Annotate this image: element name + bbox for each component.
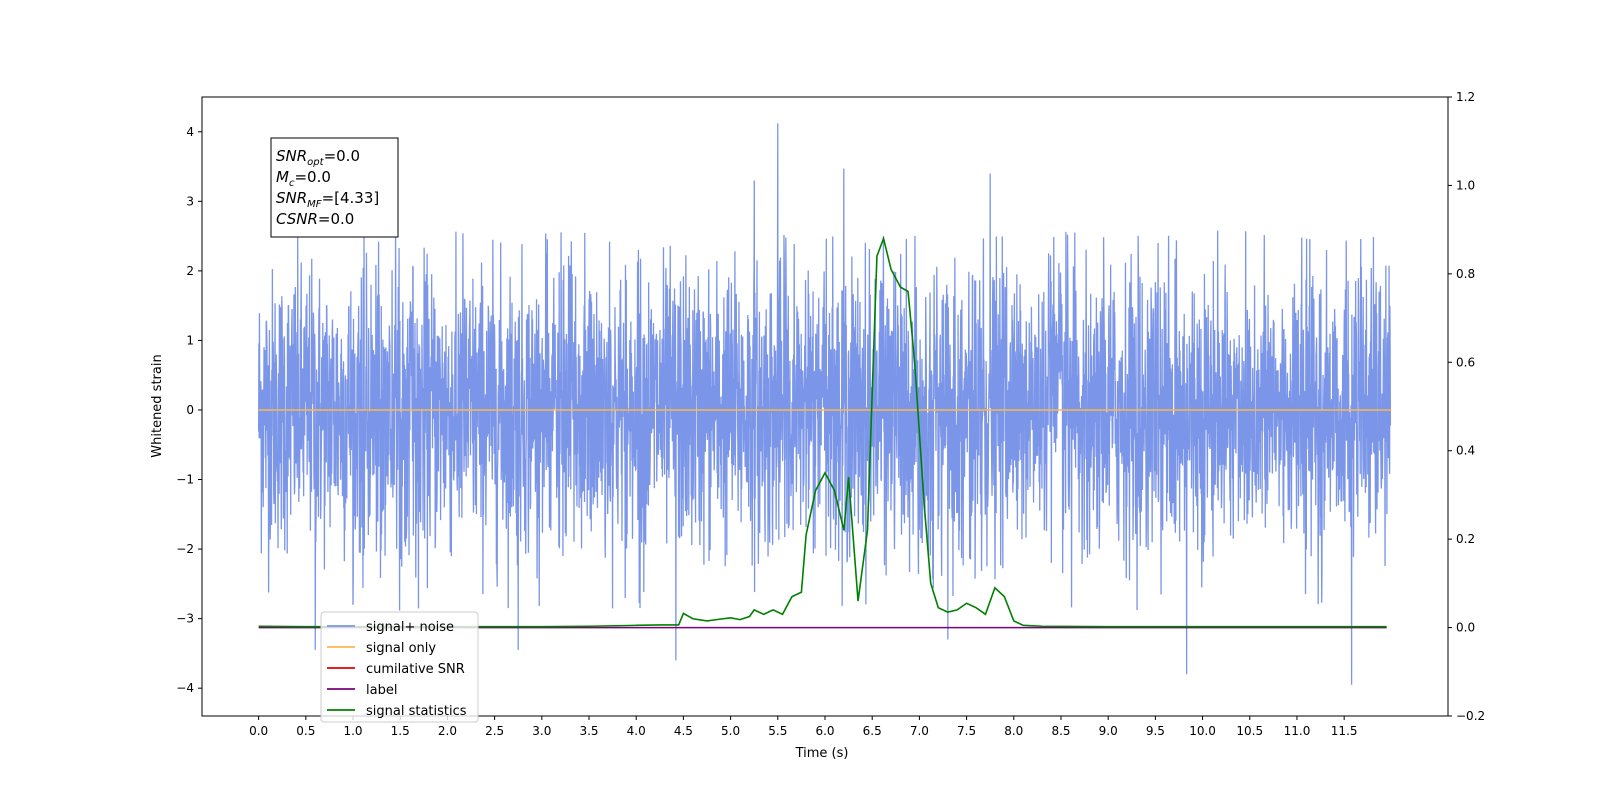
annotation-subscript: opt <box>307 157 324 168</box>
annotation-frame <box>270 137 399 238</box>
legend-entry-label: signal+ noise <box>366 620 454 635</box>
x-tick-label: 2.5 <box>485 724 504 738</box>
x-tick-label: 3.5 <box>579 724 598 738</box>
series-signal-statistics-line <box>258 235 1387 628</box>
x-tick-label: 8.0 <box>1004 724 1023 738</box>
x-tick-label: 10.5 <box>1236 724 1263 738</box>
y-right-tick-label: 0.0 <box>1456 621 1475 635</box>
annotation-line: CSNR=0.0 <box>276 210 354 228</box>
x-tick-label: 8.5 <box>1051 724 1070 738</box>
x-tick-label: 5.5 <box>768 724 787 738</box>
legend-frame <box>320 611 479 723</box>
y-left-tick-label: 2 <box>186 264 194 278</box>
x-tick-label: 1.5 <box>391 724 410 738</box>
x-tick-label: 11.5 <box>1331 724 1358 738</box>
legend-entry-label: signal only <box>366 641 436 656</box>
y-left-tick-label: 0 <box>186 403 194 417</box>
x-tick-label: 5.0 <box>721 724 740 738</box>
x-tick-label: 1.0 <box>343 724 362 738</box>
y-right-tick-label: 0.8 <box>1456 267 1475 281</box>
annotation-line: SNRMF=[4.33] <box>276 189 379 210</box>
y-right-tick-label: 0.6 <box>1456 355 1475 369</box>
x-axis: 0.0 0.5 1.0 1.5 2.0 2.5 3.0 3.5 4.0 4.5 5.0 5.5 6.0 6… <box>249 716 1358 738</box>
series-signal-noise-line <box>257 123 1392 685</box>
annotation-value: =[4.33] <box>322 189 380 207</box>
annotation-subscript: MF <box>307 199 322 210</box>
y-right-tick-label: 1.2 <box>1456 90 1475 104</box>
annotation-symbol: M <box>276 168 289 186</box>
y-left-tick-label: 1 <box>186 333 194 347</box>
annotation-subscript: c <box>289 178 295 189</box>
y-right-tick-label: −0.2 <box>1456 709 1485 723</box>
x-tick-label: 4.5 <box>674 724 693 738</box>
annotation-value: =0.0 <box>294 168 330 186</box>
x-tick-label: 6.5 <box>863 724 882 738</box>
x-tick-label: 3.0 <box>532 724 551 738</box>
series-layer <box>257 123 1392 685</box>
annotation-symbol: SNR <box>276 189 307 207</box>
y-axis-label: Whitened strain <box>150 354 165 457</box>
legend-entry-label: signal statistics <box>366 704 467 719</box>
annotation-symbol: CSNR <box>276 210 318 228</box>
y-left-tick-label: 3 <box>186 194 194 208</box>
x-tick-label: 11.0 <box>1284 724 1311 738</box>
y-left-tick-label: −2 <box>176 542 194 556</box>
y-left-tick-label: −4 <box>176 681 194 695</box>
x-tick-label: 0.0 <box>249 724 268 738</box>
x-tick-label: 9.0 <box>1099 724 1118 738</box>
x-tick-label: 0.5 <box>296 724 315 738</box>
y-axis-left: 4 3 2 1 0 −1 −2 −3 −4 <box>176 125 202 695</box>
legend-entry-label: cumilative SNR <box>366 662 465 677</box>
x-axis-label: Time (s) <box>795 746 849 761</box>
y-left-tick-label: 4 <box>186 125 194 139</box>
x-tick-label: 2.0 <box>438 724 457 738</box>
annotation-value: =0.0 <box>318 210 354 228</box>
x-tick-label: 4.0 <box>627 724 646 738</box>
y-right-tick-label: 0.4 <box>1456 444 1475 458</box>
annotation-value: =0.0 <box>324 147 360 165</box>
x-tick-label: 9.5 <box>1146 724 1165 738</box>
annotation-line: SNRopt=0.0 <box>276 147 360 168</box>
x-tick-label: 7.5 <box>957 724 976 738</box>
y-right-tick-label: 1.0 <box>1456 178 1475 192</box>
x-tick-label: 7.0 <box>910 724 929 738</box>
y-left-tick-label: −1 <box>176 473 194 487</box>
legend-entry-label: label <box>366 683 397 698</box>
y-left-tick-label: −3 <box>176 612 194 626</box>
y-right-tick-label: 0.2 <box>1456 532 1475 546</box>
legend: signal+ noise signal only cumilative SNR la… <box>320 611 479 723</box>
x-tick-label: 10.0 <box>1189 724 1216 738</box>
annotation-symbol: SNR <box>276 147 307 165</box>
annotation-line: Mc=0.0 <box>276 168 331 189</box>
x-tick-label: 6.0 <box>815 724 834 738</box>
y-axis-right: 1.2 1.0 0.8 0.6 0.4 0.2 0.0 −0.2 <box>1448 90 1485 723</box>
